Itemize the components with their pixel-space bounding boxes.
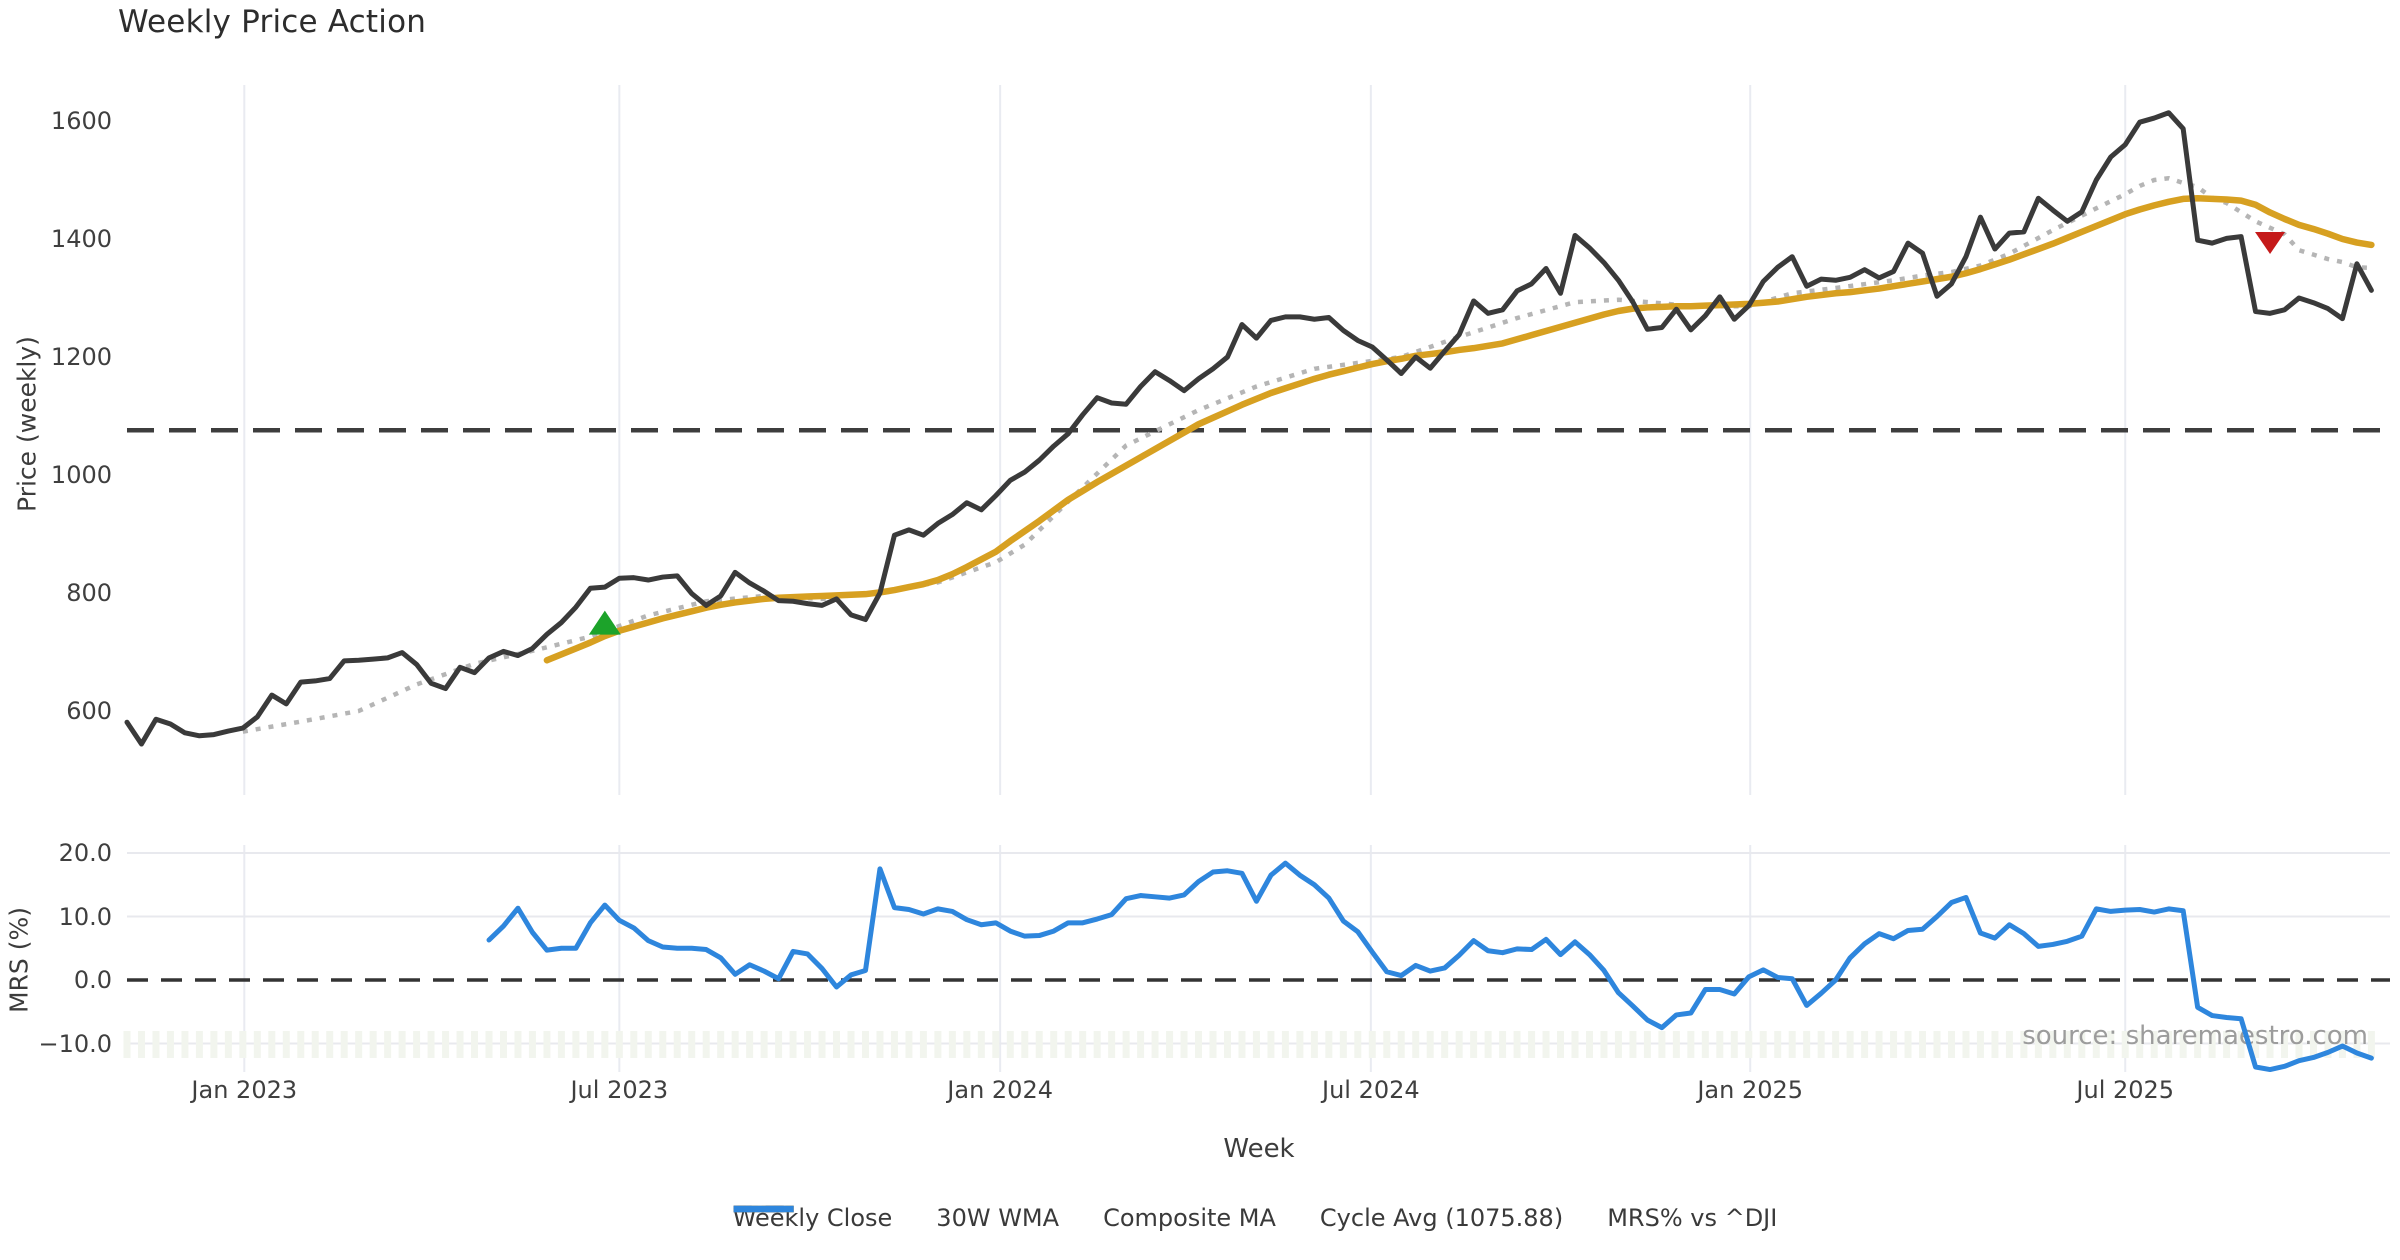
x-tick-label: Jan 2024 — [947, 1076, 1053, 1104]
mrs-tick-label: 10.0 — [58, 902, 112, 931]
x-tick-label: Jul 2024 — [1321, 1076, 1420, 1104]
x-tick-label: Jul 2023 — [570, 1076, 669, 1104]
price-tick-label: 1400 — [50, 225, 112, 253]
legend-label: MRS% vs ^DJI — [1607, 1204, 1778, 1232]
legend-swatch-solid — [733, 1205, 794, 1213]
chart-legend: Weekly Close 30W WMA Composite MA Cycle Avg… — [733, 1204, 1778, 1232]
sell-signal-marker — [2255, 231, 2286, 254]
legend-item: Cycle Avg (1075.88) — [733, 1204, 1564, 1232]
legend-label: Composite MA — [1103, 1204, 1276, 1232]
legend-item: 30W WMA — [733, 1204, 1060, 1232]
chart-title: Weekly Price Action — [118, 4, 427, 40]
mrs-axis-label: MRS (%) — [4, 906, 34, 1014]
x-axis-label: Week — [1223, 1134, 1295, 1164]
weekly-close-line — [124, 110, 2374, 747]
mrs-tick-label: −10.0 — [38, 1029, 112, 1058]
legend-item: Composite MA — [733, 1204, 1276, 1232]
x-tick-label: Jan 2025 — [1697, 1076, 1804, 1104]
price-tick-label: 1000 — [50, 461, 112, 489]
legend-item: MRS% vs ^DJI — [733, 1204, 1778, 1232]
price-axis-label: Price (weekly) — [12, 336, 42, 512]
mrs-tick-label: 20.0 — [58, 839, 112, 867]
wma-30w-line — [543, 195, 2375, 664]
source-watermark: source: sharemaestro.com — [2022, 1021, 2368, 1051]
x-tick-label: Jan 2023 — [191, 1076, 298, 1104]
mrs-line — [486, 860, 2374, 1073]
buy-signal-marker — [588, 610, 621, 635]
legend-label: 30W WMA — [936, 1204, 1060, 1232]
mrs-tick-label: 0.0 — [73, 966, 112, 994]
price-tick-label: 1600 — [50, 107, 112, 135]
price-tick-label: 600 — [66, 697, 112, 725]
price-tick-label: 1200 — [50, 343, 112, 371]
composite-ma-line — [242, 175, 2372, 734]
legend-label: Cycle Avg (1075.88) — [1319, 1204, 1564, 1232]
x-tick-label: Jul 2025 — [2076, 1076, 2175, 1104]
price-tick-label: 800 — [66, 579, 112, 607]
